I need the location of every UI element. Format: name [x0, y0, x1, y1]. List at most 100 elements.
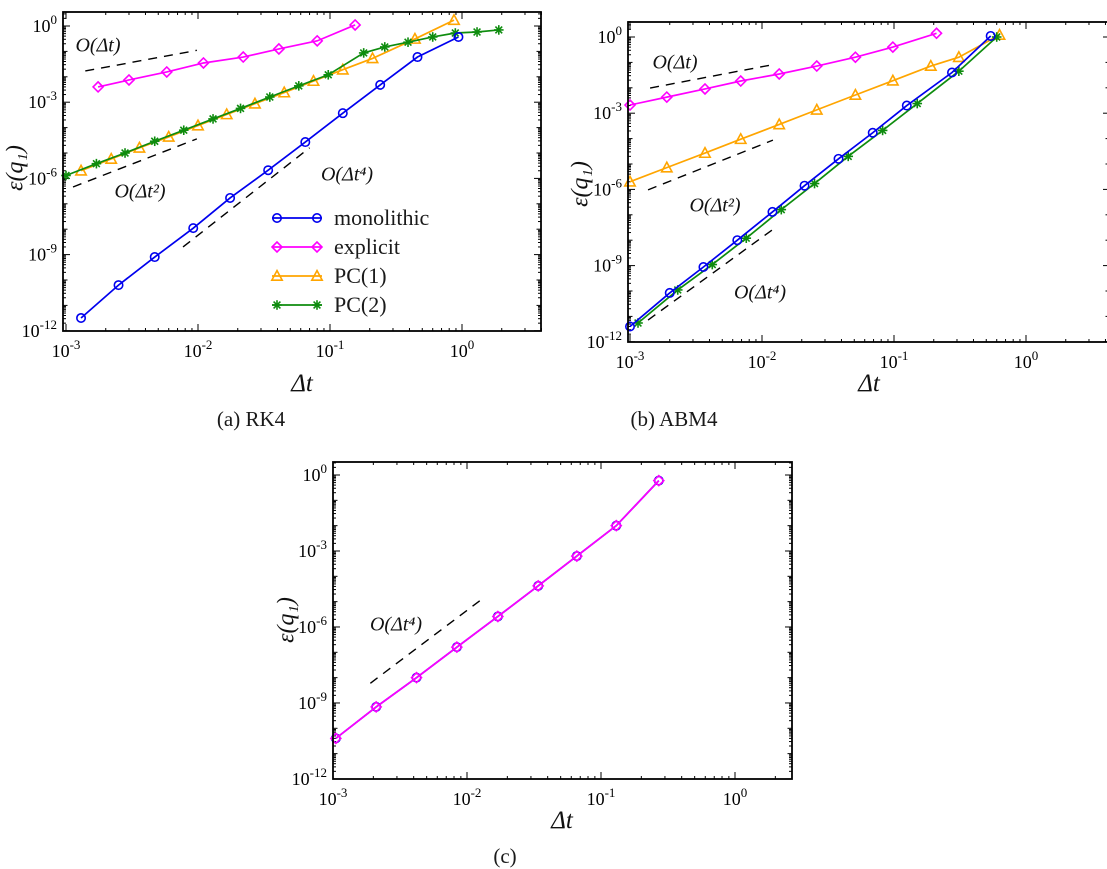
legend: monolithic explicit PC(1) PC(2) [266, 203, 429, 319]
caption-a: (a) RK4 [216, 407, 286, 431]
marker-diamond [450, 641, 463, 654]
marker-circle [946, 67, 957, 78]
marker-asterisk [358, 48, 369, 58]
marker-triangle [734, 132, 748, 145]
tick-label: 100 [723, 785, 748, 809]
marker-triangle [810, 102, 824, 115]
marker-diamond [610, 519, 623, 532]
legend-item: PC(1) [266, 261, 429, 290]
marker-circle [453, 31, 464, 42]
marker-triangle [310, 268, 324, 281]
marker-circle [412, 52, 423, 63]
tick-label: 100 [303, 461, 328, 485]
marker-asterisk [493, 25, 504, 35]
legend-item: explicit [266, 232, 429, 261]
tick-label: 100 [1014, 348, 1039, 372]
marker-triangle [924, 58, 938, 72]
order-guide-line [85, 49, 197, 72]
plot-frame [627, 21, 1107, 343]
marker-triangle [886, 73, 900, 86]
marker-circle [799, 180, 810, 191]
marker-asterisk [293, 81, 304, 91]
series-line [629, 32, 937, 106]
series-line [629, 35, 992, 328]
tick-label: 100 [450, 337, 475, 361]
tick-label: 10-12 [292, 765, 327, 789]
marker-circle [732, 235, 743, 246]
y-axis-label-a: ε(q₁) [2, 145, 29, 191]
tick-label: 10-1 [587, 785, 616, 809]
marker-triangle [698, 145, 712, 159]
marker-diamond [348, 18, 362, 32]
order-guide-line [182, 147, 310, 248]
tick-label: 10-9 [593, 252, 622, 276]
plot-c: 10-3 10-2 10-1 100 100 10-3 10-6 10-9 10-12 [292, 461, 793, 809]
marker-diamond [930, 27, 943, 40]
legend-item: PC(2) [266, 290, 429, 319]
marker-triangle [336, 62, 350, 75]
marker-asterisk [877, 125, 888, 136]
marker-triangle [772, 117, 786, 130]
marker-circle [300, 137, 311, 148]
tick-label: 10-1 [316, 337, 345, 361]
marker-diamond [272, 42, 286, 56]
marker-asterisk [472, 27, 482, 37]
marker-diamond [370, 700, 383, 714]
marker-asterisk [809, 178, 820, 189]
series-explicit [91, 18, 362, 94]
marker-diamond [652, 474, 665, 487]
marker-circle [76, 312, 87, 323]
marker-triangle [848, 87, 862, 101]
tick-label: 10-6 [28, 164, 57, 188]
marker-circle [149, 252, 160, 263]
order-guides [369, 596, 485, 684]
ticks [628, 21, 1107, 343]
marker-circle [698, 262, 709, 273]
marker-circle [188, 223, 199, 234]
marker-diamond [410, 671, 423, 684]
legend-label: PC(2) [334, 291, 387, 317]
plot-a: 10-3 10-2 10-1 100 100 10-3 10-6 10-9 10-12 [22, 11, 542, 361]
marker-diamond [311, 34, 324, 47]
marker-asterisk [120, 148, 130, 158]
legend-label: PC(1) [334, 262, 387, 288]
marker-circle [664, 287, 675, 298]
tick-label: 10-3 [593, 99, 622, 123]
legend-label: explicit [334, 233, 400, 259]
marker-diamond [810, 59, 823, 73]
marker-triangle [365, 51, 380, 64]
order-guide-line [72, 138, 198, 188]
legend-sample-asterisk [272, 299, 322, 310]
order-annotation: O(Δt⁴) [320, 163, 374, 186]
x-axis-label-c: Δt [551, 807, 573, 834]
marker-asterisk [91, 158, 102, 169]
legend-sample-triangle [270, 268, 324, 281]
tick-label: 10-1 [880, 348, 909, 372]
order-guide-line [647, 139, 774, 191]
tick-label: 10-9 [298, 689, 327, 713]
marker-diamond [310, 240, 324, 253]
marker-diamond [886, 40, 899, 54]
caption-c: (c) [493, 844, 517, 868]
marker-diamond [734, 74, 747, 88]
marker-diamond [491, 610, 505, 623]
plot-b: 10-3 10-2 10-1 100 100 10-3 10-6 10-9 10-12 [587, 21, 1107, 372]
order-guide-line [369, 596, 485, 684]
marker-circle [901, 100, 912, 111]
tick-label: 100 [33, 12, 58, 36]
tick-label: 10-3 [319, 785, 348, 809]
order-guides [647, 64, 776, 321]
order-guide-line [649, 64, 772, 89]
marker-circle [225, 192, 236, 203]
marker-triangle [408, 31, 422, 44]
legend-sample-diamond [270, 240, 324, 253]
marker-diamond [197, 56, 210, 70]
marker-diamond [570, 549, 583, 563]
order-guide-line [647, 227, 776, 321]
marker-asterisk [741, 233, 752, 243]
order-annotation: O(Δt²) [114, 180, 166, 203]
y-axis-label-c: ε(q₁) [273, 597, 300, 643]
order-annotation: O(Δt) [652, 51, 698, 74]
